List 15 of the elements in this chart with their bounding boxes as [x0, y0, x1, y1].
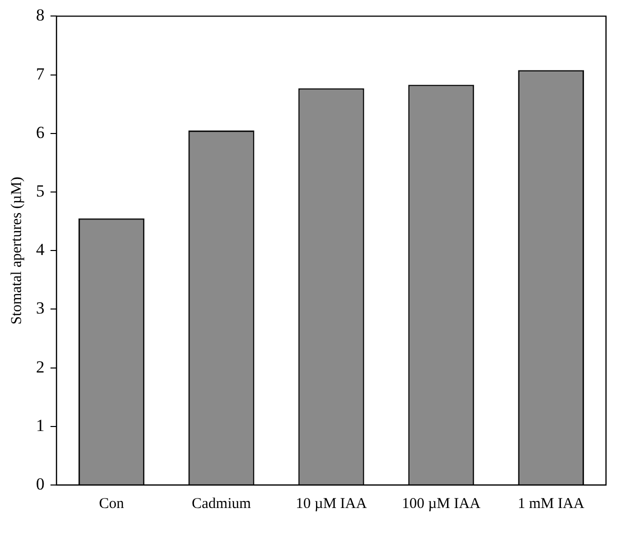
y-tick-label: 6 [36, 122, 44, 142]
x-tick-label: Con [98, 496, 124, 512]
y-tick-label: 1 [36, 416, 44, 435]
y-tick-label: 5 [36, 181, 44, 200]
y-tick-label: 8 [36, 6, 44, 25]
x-tick-label: Cadmium [192, 496, 252, 512]
x-tick-label: 10 µM IAA [296, 496, 367, 512]
x-tick-label: 100 µM IAA [402, 496, 481, 512]
y-tick-label: 3 [36, 298, 44, 318]
y-tick-label: 4 [36, 240, 45, 260]
y-tick-label: 2 [36, 357, 44, 376]
y-tick-label: 0 [36, 474, 44, 494]
y-axis-title: Stomatal apertures (µM) [8, 176, 25, 324]
x-tick-label: 1 mM IAA [518, 496, 585, 512]
y-tick-label: 7 [36, 64, 45, 84]
